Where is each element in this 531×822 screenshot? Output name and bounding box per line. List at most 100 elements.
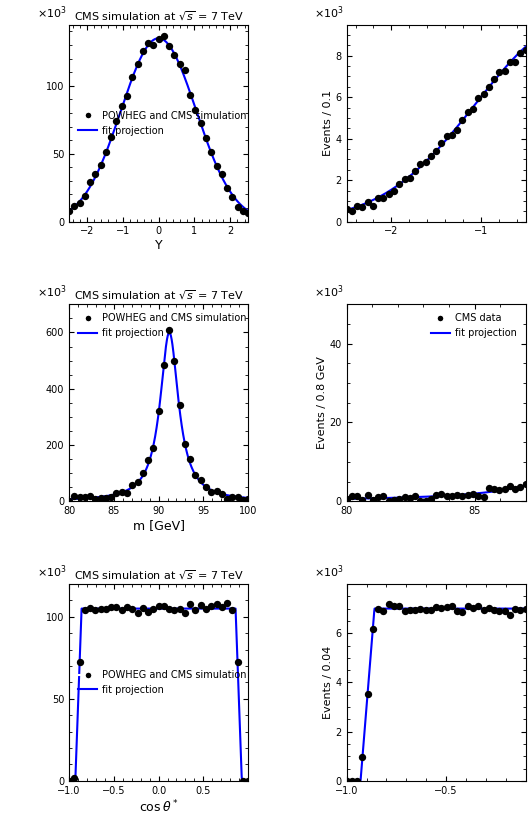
Point	[175, 603, 184, 616]
Point	[191, 103, 200, 116]
Point	[379, 192, 388, 205]
Point	[464, 599, 472, 612]
Text: $\times10^3$: $\times10^3$	[314, 563, 344, 580]
Text: $\times10^3$: $\times10^3$	[37, 284, 66, 300]
Point	[358, 201, 367, 214]
Point	[123, 600, 131, 613]
Point	[411, 603, 419, 616]
Point	[521, 478, 530, 491]
Point	[395, 492, 404, 506]
Text: $\times10^3$: $\times10^3$	[37, 563, 66, 580]
Point	[469, 602, 477, 615]
Point	[432, 600, 440, 613]
Title: CMS simulation at $\sqrt{s}$ = 7 TeV: CMS simulation at $\sqrt{s}$ = 7 TeV	[74, 569, 244, 582]
Point	[196, 473, 205, 487]
Point	[160, 358, 168, 372]
Point	[233, 491, 242, 504]
Point	[448, 129, 456, 142]
Point	[416, 157, 425, 170]
Point	[469, 102, 477, 115]
Point	[432, 145, 440, 158]
Point	[101, 602, 110, 615]
Point	[390, 184, 398, 197]
Point	[516, 481, 525, 494]
Point	[379, 489, 388, 502]
Point	[238, 774, 247, 787]
Point	[86, 489, 95, 502]
Point	[97, 159, 105, 172]
Point	[479, 491, 488, 504]
Point	[175, 399, 184, 412]
Point	[207, 599, 216, 612]
Point	[458, 489, 467, 502]
Point	[117, 99, 126, 113]
Point	[160, 599, 168, 612]
Point	[181, 64, 189, 77]
Point	[363, 195, 372, 208]
Point	[511, 483, 519, 496]
Point	[139, 44, 147, 57]
Point	[70, 490, 79, 503]
Point	[133, 58, 142, 71]
Point	[133, 606, 142, 619]
Point	[65, 205, 73, 218]
Point	[342, 774, 351, 787]
Point	[165, 324, 173, 337]
Point	[495, 605, 503, 618]
Point	[485, 601, 493, 614]
Point	[426, 150, 435, 163]
Point	[149, 441, 158, 455]
Legend: POWHEG and CMS simulation, fit projection: POWHEG and CMS simulation, fit projectio…	[74, 309, 251, 342]
Point	[395, 177, 404, 190]
Point	[101, 492, 110, 505]
Point	[384, 598, 393, 611]
Legend: POWHEG and CMS simulation, fit projection: POWHEG and CMS simulation, fit projectio…	[74, 666, 251, 699]
Point	[160, 30, 168, 43]
Point	[348, 774, 356, 787]
Point	[506, 608, 514, 621]
Point	[400, 491, 409, 504]
Point	[186, 452, 194, 465]
Point	[516, 47, 525, 60]
Point	[238, 205, 247, 218]
Point	[218, 600, 226, 613]
Point	[233, 655, 242, 668]
Point	[123, 90, 131, 103]
Point	[458, 605, 467, 618]
Point	[358, 493, 367, 506]
Legend: POWHEG and CMS simulation, fit projection: POWHEG and CMS simulation, fit projectio…	[74, 107, 251, 140]
Point	[70, 199, 79, 212]
Point	[353, 200, 362, 213]
Point	[112, 114, 121, 127]
Point	[432, 489, 440, 502]
Point	[411, 489, 419, 502]
Point	[218, 167, 226, 180]
Point	[406, 492, 414, 505]
Title: CMS simulation at $\sqrt{s}$ = 7 TeV: CMS simulation at $\sqrt{s}$ = 7 TeV	[74, 289, 244, 302]
Point	[70, 771, 79, 784]
Point	[390, 494, 398, 507]
Point	[474, 92, 483, 105]
Point	[223, 492, 232, 506]
Point	[97, 603, 105, 616]
Point	[139, 601, 147, 614]
Text: $\times10^3$: $\times10^3$	[314, 4, 344, 21]
Point	[479, 87, 488, 100]
Point	[348, 205, 356, 218]
Point	[123, 487, 131, 500]
Point	[490, 483, 498, 496]
Text: $\times10^3$: $\times10^3$	[314, 284, 344, 300]
Point	[107, 600, 115, 613]
Point	[175, 58, 184, 71]
Point	[196, 117, 205, 130]
Point	[358, 750, 367, 764]
Point	[128, 478, 136, 492]
Point	[348, 490, 356, 503]
Point	[426, 603, 435, 616]
Point	[495, 483, 503, 496]
Point	[422, 155, 430, 169]
Point	[453, 604, 461, 617]
Point	[416, 494, 425, 507]
Point	[144, 454, 152, 467]
Point	[511, 603, 519, 616]
